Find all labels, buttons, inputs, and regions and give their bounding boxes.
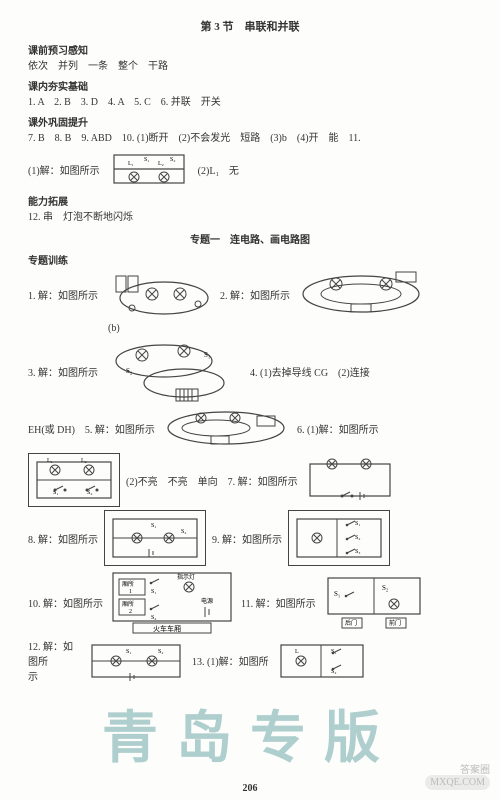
q3-label: 3. 解：如图所示 (28, 364, 98, 379)
q8-label: 8. 解：如图所示 (28, 531, 98, 546)
q1b-label: (b) (108, 321, 472, 336)
q1-q2-row: 1. 解：如图所示 2. 解：如图所示 (28, 270, 472, 318)
q10-circuit: 厢所1 厢所2 指示灯 电源 S₁S₂ 火车车厢 (109, 569, 235, 635)
svg-text:S₂: S₂ (158, 649, 163, 655)
q1-diagram (104, 270, 214, 318)
svg-text:L₂: L₂ (81, 458, 87, 464)
q1-label: 1. 解：如图所示 (28, 287, 98, 302)
svg-text:S₁: S₁ (151, 523, 156, 529)
svg-text:指示灯: 指示灯 (177, 573, 195, 581)
svg-text:S₂: S₂ (355, 535, 360, 541)
q6-circuit: L₁L₂ S₁S₂ (28, 453, 120, 507)
basic-answers: 1. A 2. B 3. D 4. A 5. C 6. 并联 开关 (28, 95, 472, 110)
preview-heading: 课前预习感知 (28, 42, 472, 57)
q5-q6-row: EH(或 DH) 5. 解：如图所示 6. (1)解：如图所示 (28, 406, 472, 450)
svg-text:S₃: S₃ (355, 549, 360, 555)
preview-text: 依次 并列 一条 整个 干路 (28, 59, 472, 74)
q11-circuit: S₁ S₂ 后门 前门 (322, 574, 426, 630)
q11a-label: (1)解：如图所示 (28, 162, 100, 177)
svg-text:S₁: S₁ (126, 649, 131, 655)
q11b-label: (2)L₁ 无 (198, 162, 239, 177)
svg-text:2: 2 (129, 609, 132, 615)
watermark-text: 青岛专版 (0, 693, 500, 774)
q8-circuit: S₁ S₂ (104, 510, 206, 566)
svg-text:S₂: S₂ (170, 157, 175, 163)
q13-circuit: L S₁S₂ (275, 639, 369, 683)
q11-row: (1)解：如图所示 L₁ L₂ S₁ S₂ (2)L₁ 无 (28, 149, 472, 189)
svg-text:S₂: S₂ (126, 367, 133, 375)
svg-text:火车车厢: 火车车厢 (153, 624, 181, 633)
svg-text:电源: 电源 (201, 597, 213, 605)
q3-q4-row: 3. 解：如图所示 S₁ S₂ 4. (1)去掉导线 CG (2)连接 (28, 339, 472, 403)
svg-text:S₂: S₂ (151, 615, 156, 621)
q9-label: 9. 解：如图所示 (212, 531, 282, 546)
svg-text:S₁: S₁ (334, 590, 340, 598)
svg-text:前门: 前门 (389, 619, 401, 627)
consolidate-heading: 课外巩固提升 (28, 114, 472, 129)
q11a-circuit: L₁ L₂ S₁ S₂ (108, 149, 190, 189)
topic-title: 专题一 连电路、画电路图 (28, 231, 472, 246)
q11-label: 11. 解：如图所示 (241, 595, 316, 610)
svg-text:S₁: S₁ (144, 157, 149, 163)
q5-diagram (161, 406, 291, 450)
ability-text: 12. 串 灯泡不断地闪烁 (28, 210, 472, 225)
q12-q13-row: 12. 解：如图所 示 S₁ S₂ 13. (1)解：如图所 L S₁S₂ (28, 638, 472, 683)
footer-mark-url: MXQE.COM (425, 775, 490, 790)
svg-text:厢所: 厢所 (122, 600, 134, 608)
basic-heading: 课内夯实基础 (28, 78, 472, 93)
svg-text:厢所: 厢所 (122, 580, 134, 588)
svg-text:1: 1 (129, 589, 132, 595)
svg-text:L₂: L₂ (158, 161, 164, 167)
svg-text:S₂: S₂ (382, 584, 389, 592)
q10-q11-row: 10. 解：如图所示 厢所1 厢所2 指示灯 电源 S₁S₂ 火车车厢 11. … (28, 569, 472, 635)
svg-text:L: L (295, 649, 299, 655)
svg-text:S₁: S₁ (151, 589, 156, 595)
ability-heading: 能力拓展 (28, 193, 472, 208)
q10-label: 10. 解：如图所示 (28, 595, 103, 610)
q4b-label: EH(或 DH) 5. 解：如图所示 (28, 421, 155, 436)
consolidate-line1: 7. B 8. B 9. ABD 10. (1)断开 (2)不会发光 短路 (3… (28, 131, 472, 146)
svg-text:L₁: L₁ (47, 458, 53, 464)
q2-label: 2. 解：如图所示 (220, 287, 290, 302)
q12-circuit: S₁ S₂ (86, 639, 186, 683)
q6b-q7-row: L₁L₂ S₁S₂ (2)不亮 不亮 单向 7. 解：如图所示 (28, 453, 472, 507)
q2-diagram (296, 270, 426, 318)
topic-heading: 专题训练 (28, 252, 472, 267)
q12-label: 12. 解：如图所 示 (28, 638, 80, 683)
section-title: 第 3 节 串联和并联 (28, 18, 472, 34)
q7-circuit (304, 458, 396, 502)
q13-label: 13. (1)解：如图所 (192, 653, 269, 668)
svg-text:L₁: L₁ (128, 161, 134, 167)
svg-text:S₁: S₁ (204, 351, 210, 359)
svg-text:S₂: S₂ (181, 529, 186, 535)
q6b-label: (2)不亮 不亮 单向 7. 解：如图所示 (126, 473, 298, 488)
svg-text:S₁: S₁ (355, 521, 360, 527)
svg-text:后门: 后门 (345, 619, 357, 627)
q6-label: 6. (1)解：如图所示 (297, 421, 379, 436)
q3-diagram: S₁ S₂ (104, 339, 244, 403)
q8-q9-row: 8. 解：如图所示 S₁ S₂ 9. 解：如图所示 S₁ S₂ S₃ (28, 510, 472, 566)
q9-circuit: S₁ S₂ S₃ (288, 510, 390, 566)
q4-label: 4. (1)去掉导线 CG (2)连接 (250, 364, 370, 379)
footer-mark-site: 答案圈 (460, 761, 490, 776)
